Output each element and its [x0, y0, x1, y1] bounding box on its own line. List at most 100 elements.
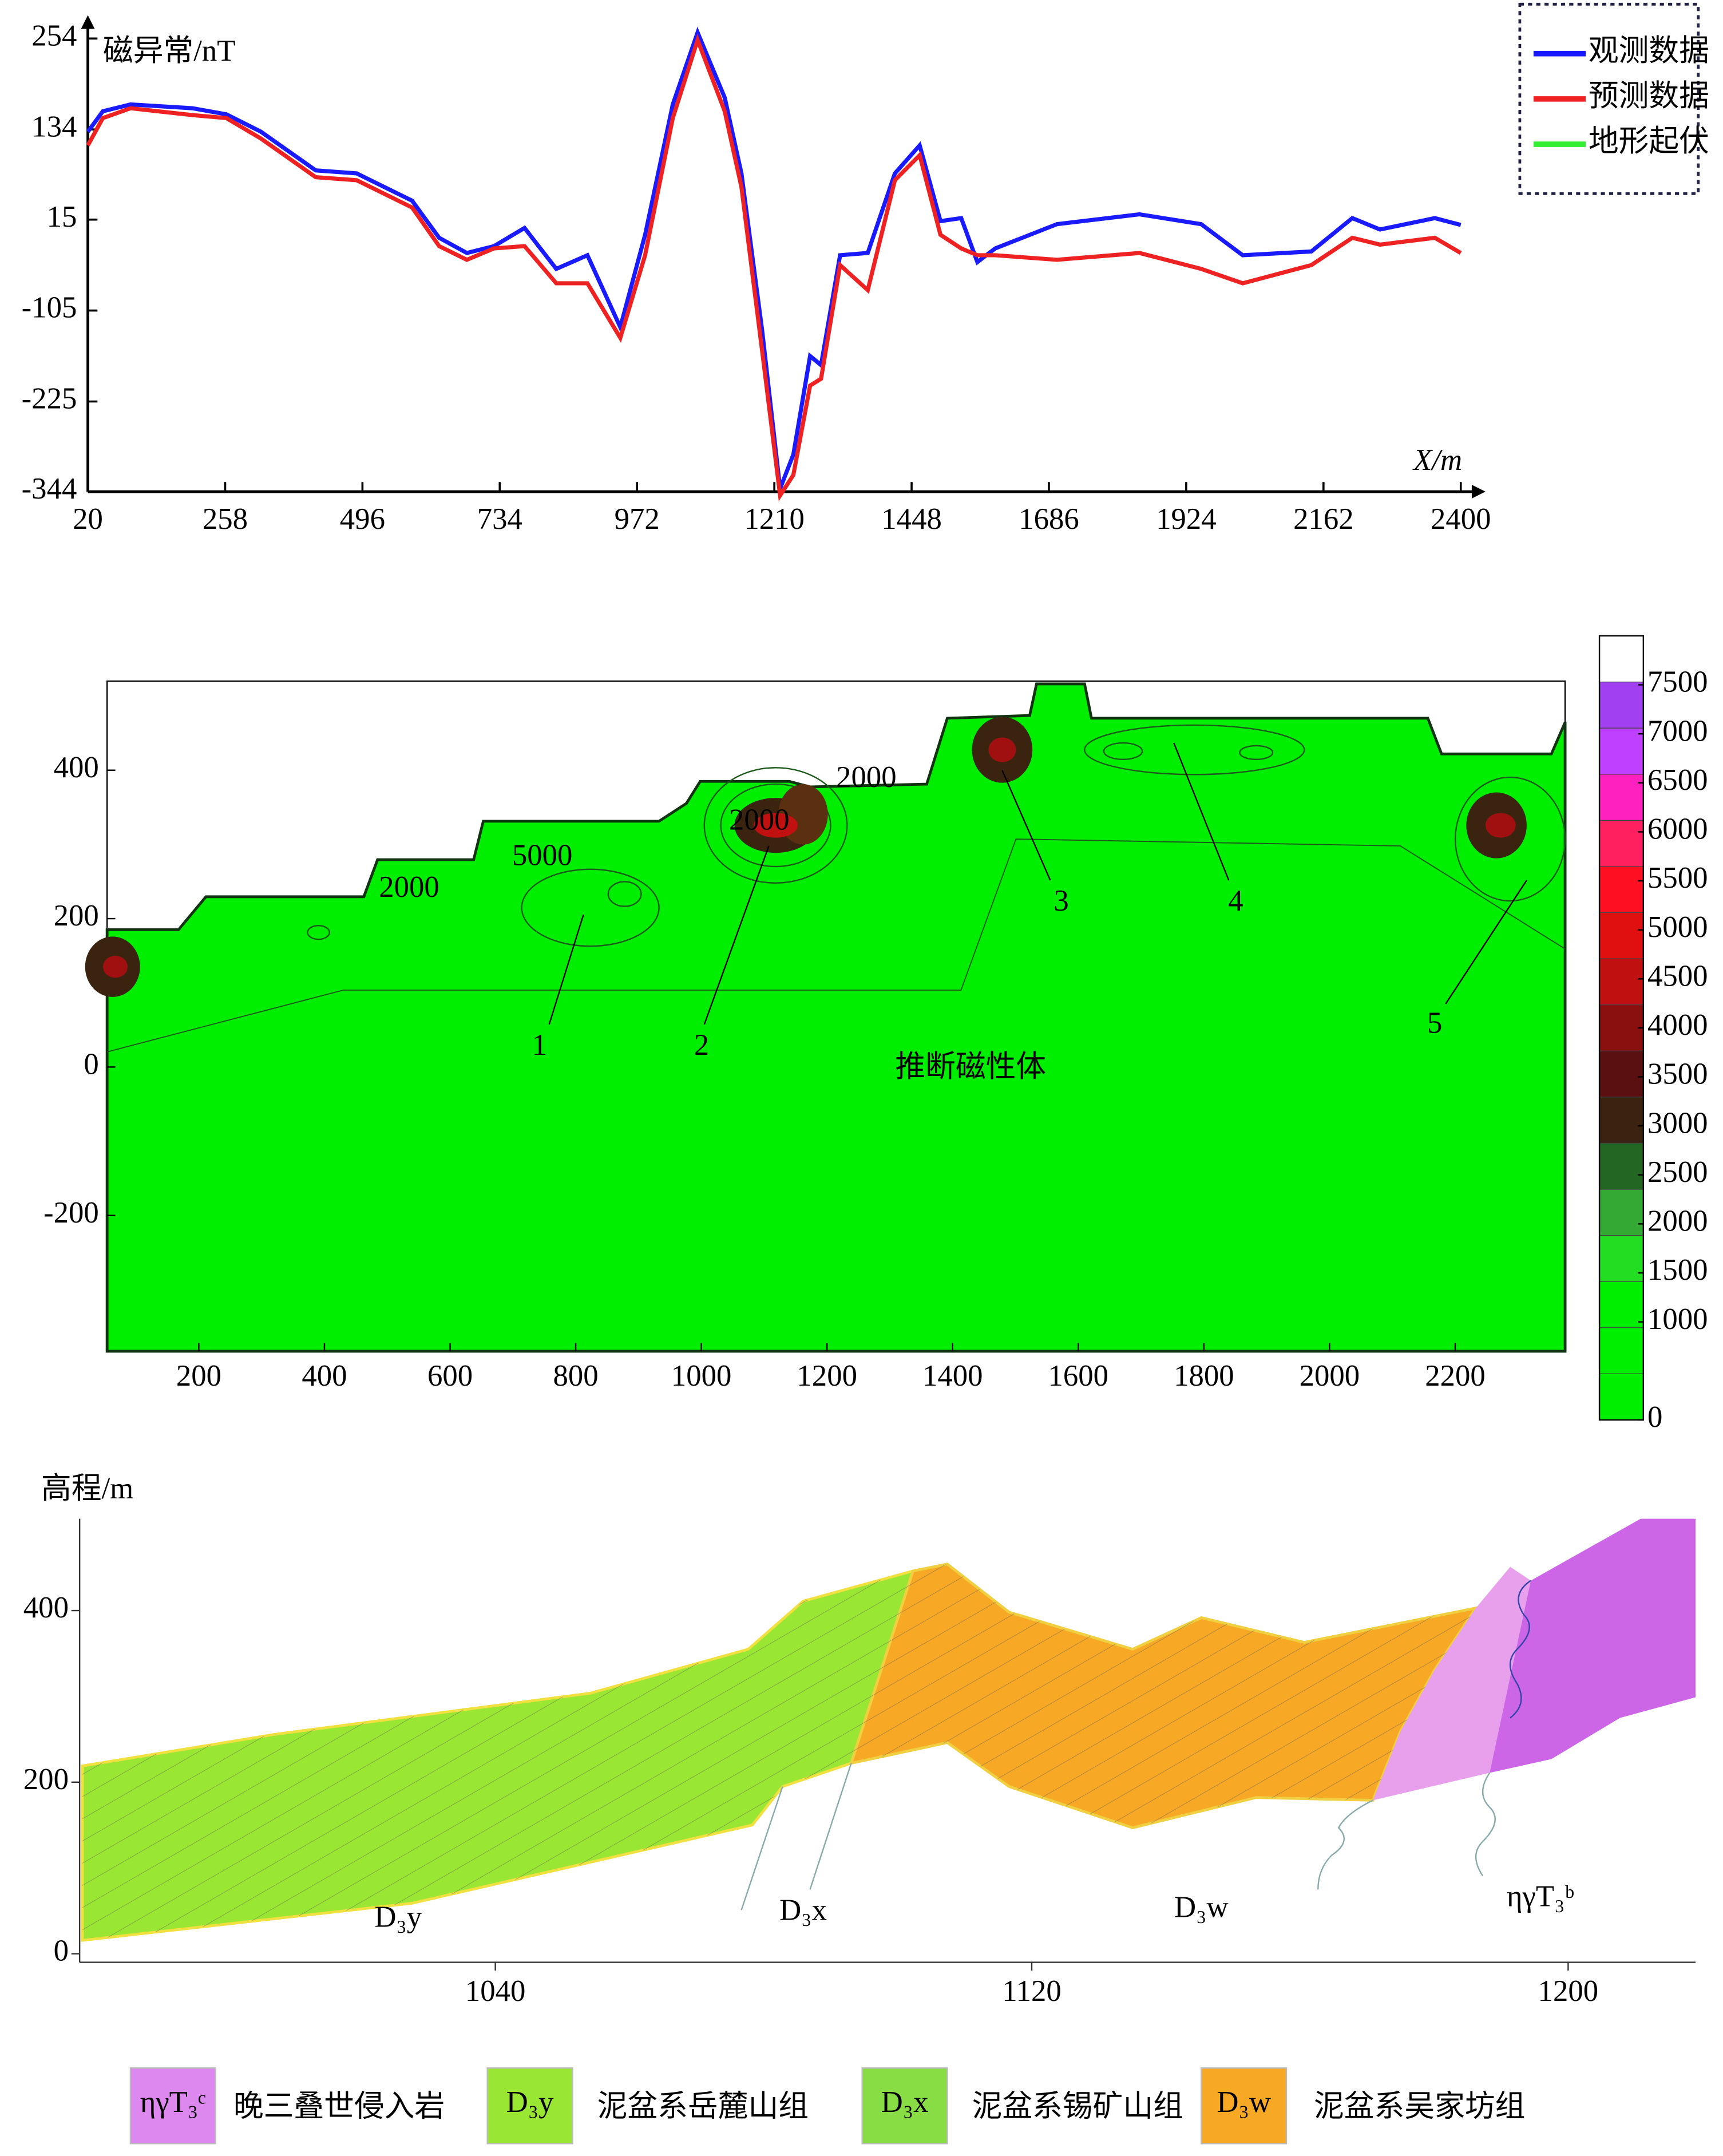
colorbar-bin — [1599, 681, 1644, 729]
unit-label: ηγT₃ᵇ — [1507, 1880, 1574, 1913]
y-label: 高程/m — [41, 1472, 133, 1505]
legend-label: 预测数据 — [1589, 80, 1709, 113]
contour-label: 5000 — [512, 839, 573, 872]
x-tick-label: 1924 — [1156, 503, 1217, 536]
legend-swatch — [1201, 2067, 1288, 2145]
colorbar-bin — [1599, 1373, 1644, 1421]
unit-label: D₃y — [374, 1900, 422, 1933]
legend-code: ηγT₃ᶜ — [140, 2086, 206, 2119]
legend-box — [1518, 2, 1700, 195]
x-tick-label: 800 — [553, 1359, 599, 1393]
legend-label: 晚三叠世侵入岩 — [233, 2090, 445, 2123]
x-tick-label: 1000 — [671, 1359, 732, 1393]
y-tick-label: -225 — [22, 382, 77, 416]
x-arrow — [1471, 485, 1486, 499]
contour-label: 2000 — [729, 803, 790, 836]
colorbar-tick-label: 7500 — [1647, 666, 1708, 699]
colorbar-bin — [1599, 912, 1644, 959]
colorbar-tick-label: 6000 — [1647, 813, 1708, 846]
legend-swatch — [486, 2067, 573, 2145]
colorbar-tick-label: 1000 — [1647, 1303, 1708, 1336]
legend-label: 泥盆系锡矿山组 — [972, 2090, 1183, 2123]
legend-swatch — [861, 2067, 948, 2145]
annotation: 2 — [694, 1028, 709, 1062]
legend-label: 地形起伏 — [1589, 125, 1709, 158]
contour-label: 2000 — [836, 761, 897, 794]
colorbar-bin — [1599, 866, 1644, 913]
contour-field — [105, 682, 1567, 1353]
y-tick-label: -105 — [22, 291, 77, 325]
x-tick-label: 1200 — [797, 1359, 857, 1393]
y-tick-label: 400 — [54, 751, 99, 784]
colorbar-bin — [1599, 1189, 1644, 1236]
colorbar-bin — [1599, 958, 1644, 1006]
annotation: 1 — [532, 1028, 547, 1062]
x-tick-label: 1800 — [1174, 1359, 1234, 1393]
annotation: 4 — [1228, 884, 1243, 917]
x-tick-label: 1400 — [922, 1359, 983, 1393]
colorbar-bin — [1599, 1235, 1644, 1282]
colorbar-tick-label: 4000 — [1647, 1008, 1708, 1042]
leader-lines — [548, 742, 1527, 1025]
unit-label: D₃x — [779, 1893, 827, 1926]
x-tick-label: 400 — [302, 1359, 347, 1393]
colorbar-tick-label: 3000 — [1647, 1106, 1708, 1140]
colorbar-tick-label: 3500 — [1647, 1058, 1708, 1091]
y-tick-label: 15 — [47, 200, 77, 234]
legend-code: D₃x — [881, 2086, 929, 2119]
unit-label: D₃w — [1174, 1891, 1229, 1924]
annotation: 5 — [1427, 1006, 1442, 1039]
y-tick-label: 400 — [23, 1591, 69, 1624]
x-label: X/m — [1412, 444, 1462, 477]
legend-label: 观测数据 — [1589, 34, 1709, 68]
x-tick-label: 1200 — [1538, 1975, 1599, 2008]
series-line — [86, 34, 1462, 501]
x-tick-label: 20 — [73, 503, 103, 536]
colorbar-bin — [1599, 635, 1644, 683]
y-tick-label: 0 — [54, 1935, 69, 1968]
y-tick-label: 200 — [23, 1763, 69, 1796]
colorbar-tick-label: 6500 — [1647, 763, 1708, 797]
legend-label: 泥盆系吴家坊组 — [1314, 2090, 1525, 2123]
colorbar-bin — [1599, 1097, 1644, 1144]
x-tick-label: 1040 — [465, 1975, 526, 2008]
x-tick-label: 496 — [340, 503, 385, 536]
x-tick-label: 1448 — [881, 503, 942, 536]
series-line — [86, 26, 1461, 490]
x-tick-label: 1120 — [1002, 1975, 1061, 2008]
x-tick-label: 2400 — [1431, 503, 1491, 536]
legend-swatch — [129, 2067, 216, 2145]
x-tick-label: 734 — [477, 503, 522, 536]
x-tick-label: 2000 — [1300, 1359, 1360, 1393]
formations — [81, 1518, 1696, 1942]
colorbar-bin — [1599, 1142, 1644, 1190]
colorbar-tick-label: 5000 — [1647, 911, 1708, 944]
anomaly-blobs — [85, 717, 1527, 997]
colorbar-bin — [1599, 1050, 1644, 1098]
colorbar-tick-label: 2500 — [1647, 1156, 1708, 1189]
colorbar-tick-label: 1500 — [1647, 1253, 1708, 1287]
colorbar-tick-label: 0 — [1647, 1401, 1662, 1434]
x-tick-label: 200 — [176, 1359, 221, 1393]
legend-label: 泥盆系岳麓山组 — [597, 2090, 809, 2123]
x-tick-label: 2200 — [1425, 1359, 1486, 1393]
colorbar-bin — [1599, 1281, 1644, 1328]
x-tick-label: 1210 — [744, 503, 805, 536]
x-tick-label: 1600 — [1048, 1359, 1109, 1393]
x-tick-label: 1686 — [1019, 503, 1079, 536]
annotation: 推断磁性体 — [895, 1050, 1046, 1083]
colorbar-tick-label: 4500 — [1647, 959, 1708, 992]
y-label: 磁异常/nT — [103, 34, 236, 68]
x-tick-label: 972 — [615, 503, 660, 536]
legend-code: D₃y — [506, 2086, 554, 2119]
contour-lines — [106, 724, 1566, 1053]
colorbar-bin — [1599, 1327, 1644, 1374]
colorbar-bin — [1599, 820, 1644, 867]
colorbar-bin — [1599, 774, 1644, 821]
contour-label: 2000 — [379, 871, 439, 904]
y-tick-label: -200 — [43, 1196, 99, 1229]
colorbar-tick-label: 2000 — [1647, 1205, 1708, 1238]
legend-code: D₃w — [1217, 2086, 1271, 2119]
y-tick-label: 200 — [54, 899, 99, 932]
